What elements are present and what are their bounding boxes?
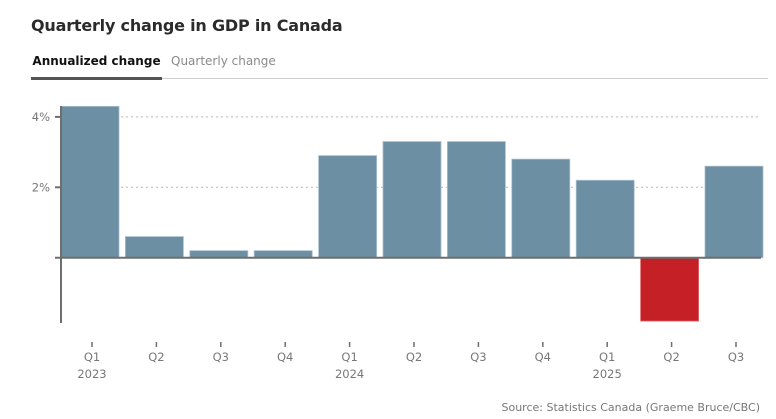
axes bbox=[55, 106, 761, 347]
bar-q3-2025 bbox=[704, 165, 764, 259]
tab-bar: Annualized change Quarterly change bbox=[31, 50, 768, 80]
x-tick-label: Q3 bbox=[728, 350, 744, 364]
bars bbox=[60, 105, 764, 322]
bar-q4-2024 bbox=[511, 158, 571, 259]
tab-annualized-change[interactable]: Annualized change bbox=[31, 54, 162, 80]
x-tick-labels: Q1 2023 Q2 Q3 Q4 Q1 2024 Q2 Q3 Q4 Q1 2025 Q2 Q3 bbox=[77, 350, 744, 381]
x-tick-label: Q2 bbox=[663, 350, 679, 364]
bar-q2-2024 bbox=[382, 141, 442, 259]
x-tick-label: Q1 bbox=[599, 350, 615, 364]
x-tick-label: Q3 bbox=[213, 350, 229, 364]
x-tick-year-label: 2023 bbox=[77, 367, 106, 381]
x-tick-label: Q4 bbox=[535, 350, 551, 364]
bar-q3-2024 bbox=[446, 141, 506, 259]
bar-q1-2024 bbox=[318, 155, 378, 259]
x-tick-label: Q3 bbox=[470, 350, 486, 364]
bar-q3-2023 bbox=[189, 250, 249, 259]
x-tick-label: Q1 bbox=[341, 350, 357, 364]
bar-q2-2023 bbox=[125, 236, 184, 259]
y-tick-label: 4% bbox=[32, 110, 50, 124]
x-tick-label: Q1 bbox=[84, 350, 100, 364]
chart-title: Quarterly change in GDP in Canada bbox=[31, 16, 343, 35]
x-tick-label: Q2 bbox=[406, 350, 422, 364]
y-tick-labels: 2% 4% bbox=[32, 110, 50, 194]
x-tick-year-label: 2024 bbox=[335, 367, 364, 381]
tab-quarterly-change[interactable]: Quarterly change bbox=[171, 54, 276, 68]
x-tick-label: Q2 bbox=[148, 350, 164, 364]
bar-q1-2023 bbox=[60, 105, 120, 259]
x-tick-label: Q4 bbox=[277, 350, 293, 364]
bar-q1-2025 bbox=[575, 179, 635, 259]
bar-q2-2025 bbox=[640, 257, 699, 322]
bar-q4-2023 bbox=[253, 250, 313, 259]
source-note: Source: Statistics Canada (Graeme Bruce/… bbox=[501, 401, 760, 414]
x-tick-year-label: 2025 bbox=[593, 367, 622, 381]
y-tick-label: 2% bbox=[32, 180, 50, 194]
